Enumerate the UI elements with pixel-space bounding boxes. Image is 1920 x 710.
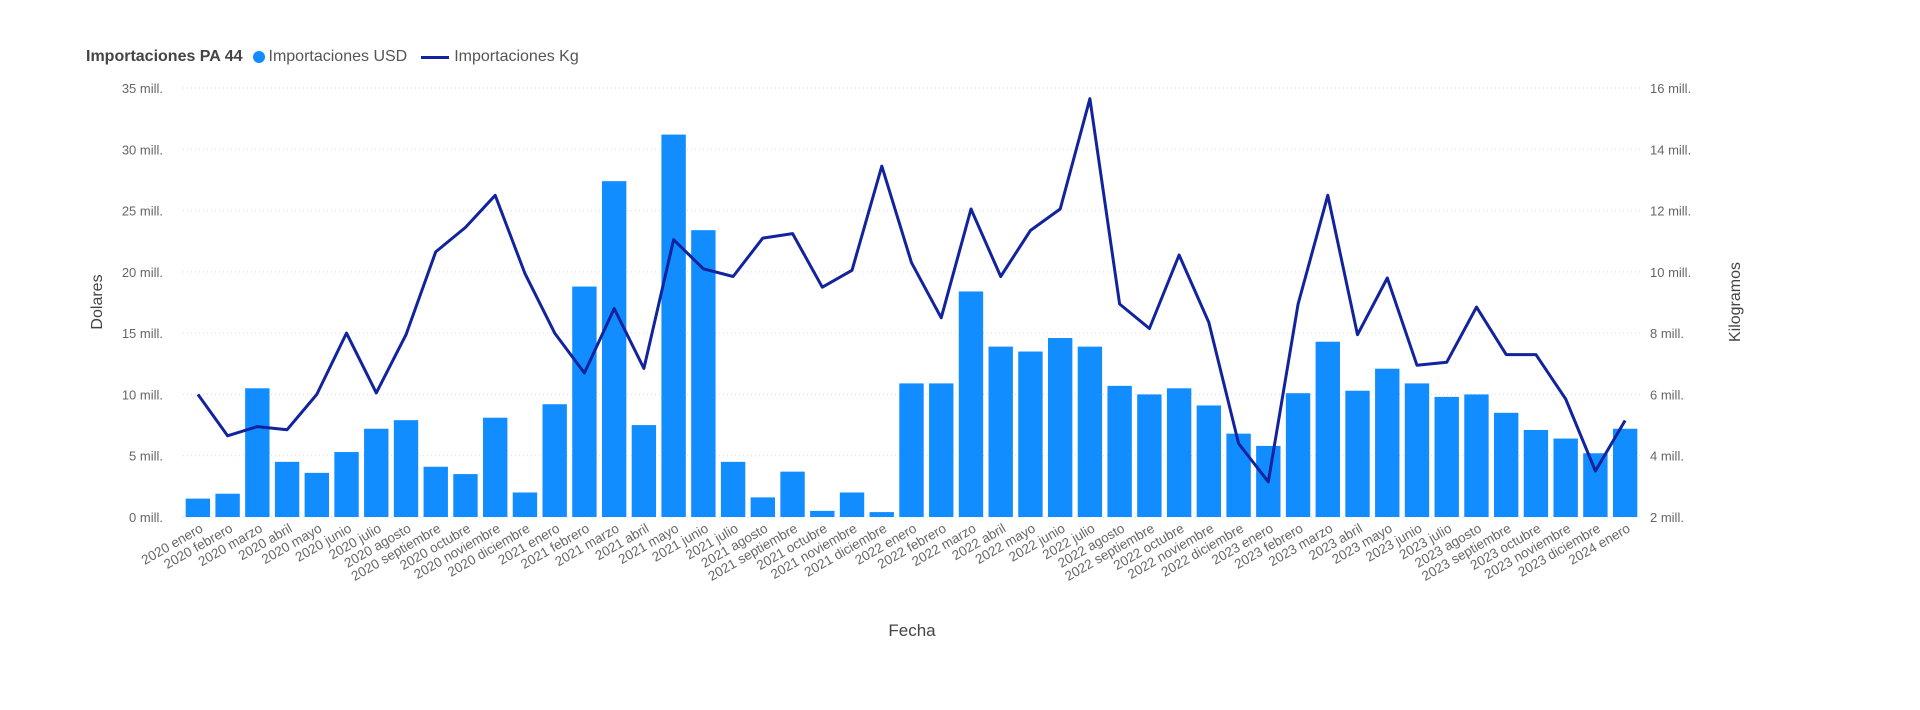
y-tick-label: 25 mill. [122,204,163,219]
bar[interactable] [245,388,270,517]
circle-icon [252,51,265,63]
legend: Importaciones PA 44 Importaciones USD Im… [86,48,593,66]
y2-tick-label: 16 mill. [1650,81,1691,96]
y-tick-label: 30 mill. [122,142,163,157]
bar[interactable] [958,291,984,517]
bar[interactable] [1494,412,1519,517]
x-axis-label: Fecha [888,621,936,640]
bar[interactable] [839,492,865,517]
y2-tick-label: 8 mill. [1650,326,1684,341]
bar[interactable] [601,181,627,517]
bar[interactable] [1315,341,1340,517]
bar[interactable] [631,425,657,517]
y2-tick-label: 4 mill. [1650,449,1684,464]
legend-item-usd[interactable]: Importaciones USD [252,48,408,66]
bar[interactable] [1226,433,1251,517]
bar[interactable] [869,512,894,517]
bar[interactable] [393,420,419,517]
bar[interactable] [1196,405,1222,517]
bar[interactable] [988,346,1013,517]
y2-tick-label: 14 mill. [1650,142,1691,157]
bar[interactable] [1166,388,1192,517]
bar[interactable] [691,230,716,517]
bar[interactable] [215,493,240,517]
bar[interactable] [572,286,597,517]
bar[interactable] [453,474,478,517]
bar[interactable] [1285,393,1311,517]
y-axis-left-ticks: 0 mill. 5 mill. 10 mill. 15 mill. 20 mill. 25… [122,81,163,525]
bar[interactable] [1612,428,1638,517]
line-series [196,97,1627,484]
bar[interactable] [1047,338,1073,517]
y2-tick-label: 12 mill. [1650,204,1691,219]
y-tick-label: 35 mill. [122,81,163,96]
bar[interactable] [1137,394,1162,517]
bar[interactable] [720,461,746,517]
bar[interactable] [1077,346,1103,517]
line-icon [421,55,450,59]
bar[interactable] [1434,396,1459,517]
bar[interactable] [542,404,567,517]
bar[interactable] [1523,429,1549,517]
bar[interactable] [1464,394,1489,517]
y-axis-left-label: Dolares [89,274,106,329]
bar[interactable] [1107,385,1132,517]
bar[interactable] [483,417,508,517]
bar[interactable] [1583,453,1608,517]
y2-tick-label: 10 mill. [1650,265,1691,280]
bar[interactable] [1345,390,1370,517]
bar[interactable] [1018,351,1043,517]
bar[interactable] [423,466,448,517]
y-axis-right-label: Kilogramos [1727,262,1744,342]
bar[interactable] [185,498,211,517]
y-tick-label: 10 mill. [122,387,163,402]
y-axis-right-ticks: 2 mill. 4 mill. 6 mill. 8 mill. 10 mill. 12 m… [1650,81,1691,525]
bar[interactable] [750,497,776,517]
y-tick-label: 0 mill. [129,510,163,525]
legend-label-usd: Importaciones USD [268,48,408,65]
series-line[interactable] [196,97,1627,484]
bar[interactable] [304,472,329,517]
bar[interactable] [334,452,359,517]
bar[interactable] [364,428,389,517]
bar[interactable] [661,134,686,517]
legend-title: Importaciones PA 44 [86,48,243,65]
y-tick-label: 20 mill. [122,265,163,280]
bar[interactable] [899,383,924,517]
bar[interactable] [780,471,805,517]
bar[interactable] [810,510,835,517]
y2-tick-label: 2 mill. [1650,510,1684,525]
y2-tick-label: 6 mill. [1650,387,1684,402]
y-tick-label: 15 mill. [122,326,163,341]
bar[interactable] [512,492,538,517]
y-tick-label: 5 mill. [129,449,163,464]
bar[interactable] [929,383,954,517]
bar[interactable] [274,461,300,517]
legend-label-kg: Importaciones Kg [454,48,579,65]
legend-item-kg[interactable]: Importaciones Kg [421,48,579,66]
bar[interactable] [1404,383,1430,517]
bar[interactable] [1553,438,1578,517]
bar[interactable] [1375,368,1400,517]
bar-series [185,134,1638,517]
